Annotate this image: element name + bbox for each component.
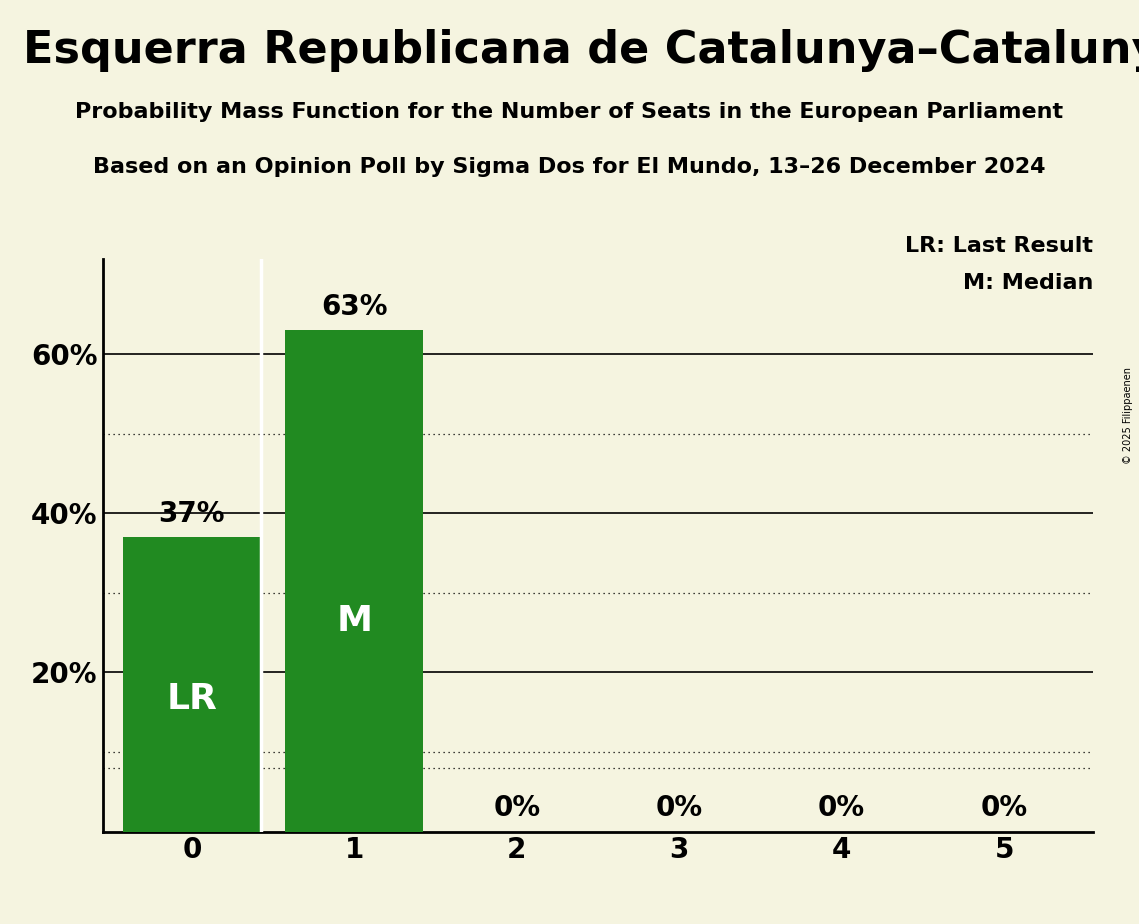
Text: 0%: 0% <box>656 794 703 822</box>
Bar <box>285 331 424 832</box>
Text: Probability Mass Function for the Number of Seats in the European Parliament: Probability Mass Function for the Number… <box>75 102 1064 122</box>
Text: LR: Last Result: LR: Last Result <box>906 236 1093 256</box>
Text: Based on an Opinion Poll by Sigma Dos for El Mundo, 13–26 December 2024: Based on an Opinion Poll by Sigma Dos fo… <box>93 157 1046 177</box>
Text: M: M <box>336 604 372 638</box>
Text: 0%: 0% <box>818 794 866 822</box>
Text: 0%: 0% <box>493 794 540 822</box>
Text: LR: LR <box>166 682 218 716</box>
Text: © 2025 Filippaenen: © 2025 Filippaenen <box>1123 368 1133 464</box>
Text: 0%: 0% <box>981 794 1027 822</box>
Text: M: Median: M: Median <box>964 273 1093 293</box>
Text: Esquerra Republicana de Catalunya–Catalunya Sí (Greens/EFA): Esquerra Republicana de Catalunya–Catalu… <box>23 28 1139 72</box>
Bar <box>123 537 261 832</box>
Text: 37%: 37% <box>158 500 226 528</box>
Text: 63%: 63% <box>321 293 387 321</box>
